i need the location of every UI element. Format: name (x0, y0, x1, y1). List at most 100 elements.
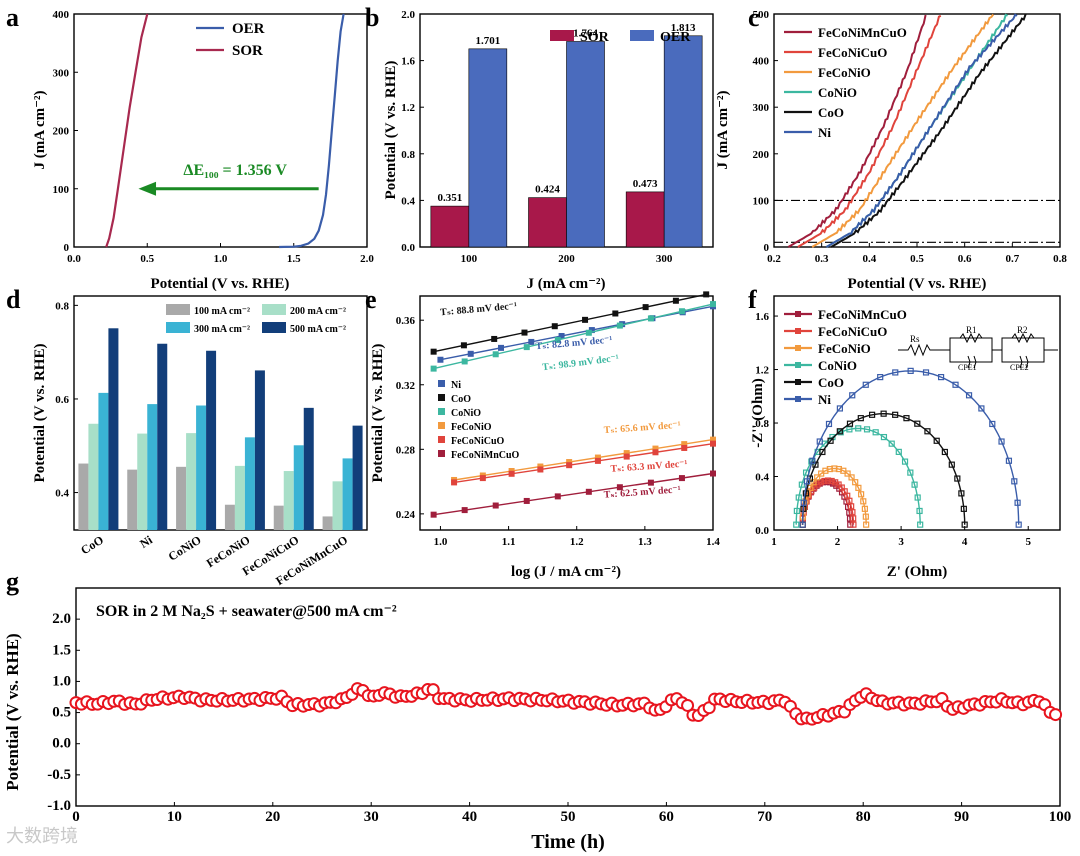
legend-swatch (438, 394, 445, 401)
panel-b: 0.0 0.4 0.8 1.2 1.6 2.0 Potential (V vs. RHE) J… (383, 9, 714, 292)
y-tick-label: 0.0 (52, 736, 71, 752)
panel-c: 0.2 0.3 0.4 0.5 0.6 0.7 0.8 0 100 200 300 400 500 J (… (715, 9, 1067, 292)
legend-swatch (438, 380, 445, 387)
fit-line (433, 293, 707, 353)
plot-frame (419, 295, 714, 531)
x-tick-label: 1.4 (706, 536, 720, 548)
x-tick-label: 1 (771, 536, 777, 548)
data-point (849, 392, 856, 399)
panel-letter-c: c (748, 3, 760, 32)
data-label: 1.701 (475, 35, 500, 47)
legend-marker (795, 345, 801, 351)
data-point (491, 335, 498, 342)
y-tick-label: 0.5 (52, 705, 71, 721)
fit-line (801, 467, 867, 525)
legend-label: CoNiO (818, 358, 857, 373)
data-point (907, 469, 914, 476)
data-point (528, 338, 535, 345)
x-axis-label: J (mA cm⁻²) (526, 276, 605, 292)
circuit-label: R1 (966, 325, 977, 335)
bar-oer (663, 35, 703, 248)
x-tick-label: 100 (1049, 809, 1072, 825)
data-point (809, 457, 816, 464)
fit-line (433, 472, 714, 516)
x-tick-label: 0.4 (862, 253, 876, 265)
bar-sor (430, 205, 470, 248)
legend-label: FeCoNiMnCuO (818, 25, 907, 40)
panel-letter-f: f (748, 285, 757, 314)
x-axis-label: Potential (V vs. RHE) (151, 276, 290, 292)
x-tick-label: Ni (137, 532, 155, 551)
cpe-element (967, 355, 1029, 369)
y-tick-label: 1.5 (52, 642, 71, 658)
circuit-label: R2 (1017, 325, 1028, 335)
plot-frame (73, 295, 368, 531)
data-point (872, 429, 879, 436)
circuit-label: Rs (910, 334, 920, 344)
bar (332, 481, 343, 530)
y-tick-label: 100 (753, 195, 770, 207)
circuit-label: CPE1 (958, 363, 977, 372)
x-tick-label: CoNiO (166, 533, 204, 564)
y-axis-label: Potential (V vs. RHE) (3, 633, 22, 790)
legend-label: 200 mA cm⁻² (290, 306, 346, 317)
data-point (710, 301, 716, 308)
y-tick-label: 1.6 (755, 311, 769, 323)
data-point (554, 493, 561, 500)
panel-letter-e: e (365, 285, 377, 314)
legend-label: CoNiO (818, 85, 857, 100)
y-tick-label: 0.4 (55, 488, 69, 500)
data-point (585, 488, 592, 495)
panel-f: 1 2 3 4 5 0.0 0.4 0.8 1.2 1.6 -Z'' (Ohm) Z' (Ohm) Fe… (750, 295, 1061, 580)
legend-label: FeCoNiO (818, 341, 871, 356)
x-tick-label: 1.3 (638, 536, 652, 548)
legend-label: CoO (451, 394, 471, 405)
legend-marker (795, 311, 801, 317)
data-point (523, 344, 530, 351)
data-point (858, 491, 865, 498)
y-axis-label: -Z'' (Ohm) (750, 378, 766, 448)
bar (206, 350, 217, 530)
y-tick-label: 0 (64, 242, 70, 254)
data-point (855, 484, 862, 491)
bar (157, 343, 168, 530)
x-tick-label: 80 (856, 809, 871, 825)
legend-marker (795, 362, 801, 368)
y-axis-label: J (mA cm⁻²) (715, 90, 731, 169)
y-axis-label: J (mA cm⁻²) (32, 90, 48, 169)
y-axis-label: Potential (V vs. RHE) (32, 344, 48, 483)
data-point (652, 449, 659, 456)
x-tick-label: 1.5 (287, 253, 301, 265)
data-point (978, 405, 985, 412)
resistor-r2 (1011, 332, 1035, 344)
legend-label: FeCoNiO (451, 422, 492, 433)
data-point (554, 336, 561, 343)
data-point (836, 405, 843, 412)
x-tick-label: 0.0 (67, 253, 81, 265)
data-point (895, 448, 902, 455)
x-tick-label: 30 (364, 809, 379, 825)
data-point (508, 470, 515, 477)
x-tick-label: 4 (962, 536, 968, 548)
data-point (819, 448, 826, 456)
fit-line (453, 443, 714, 484)
x-tick-label: 0.8 (1053, 253, 1067, 265)
x-tick-label: 1.1 (502, 536, 516, 548)
chart-title: SOR in 2 M Na₂S + seawater@500 mA cm⁻² (96, 603, 397, 620)
legend-label: FeCoNiCuO (451, 436, 505, 447)
y-tick-label: 0.36 (396, 315, 416, 327)
circuit-wire (898, 337, 1058, 363)
x-tick-label: 90 (954, 809, 969, 825)
data-point (521, 329, 528, 336)
data-point (451, 479, 458, 486)
data-point (848, 474, 855, 481)
x-axis-label: Potential (V vs. RHE) (848, 276, 987, 292)
data-point (836, 428, 843, 435)
delta-arrow-head (138, 181, 157, 196)
bar-oer (566, 41, 605, 248)
bar (352, 425, 363, 530)
y-tick-label: 0.6 (55, 394, 69, 406)
legend-label: CoO (818, 105, 844, 120)
y-tick-label: 100 (53, 184, 70, 196)
bar-oer (468, 48, 508, 248)
